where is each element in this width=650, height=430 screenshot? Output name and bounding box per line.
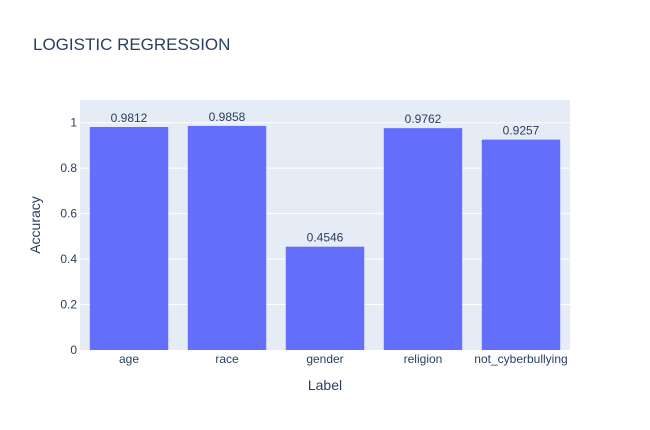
x-tick-label: race [215, 352, 239, 366]
y-axis-title: Accuracy [27, 196, 43, 254]
bar-not-cyberbullying[interactable] [481, 139, 561, 350]
y-axis-ticks: 0 0.2 0.4 0.6 0.8 1 [60, 116, 77, 357]
bars [89, 125, 561, 350]
y-tick-label: 1 [70, 116, 77, 130]
y-tick-label: 0.2 [60, 298, 77, 312]
bar-gender[interactable] [285, 246, 365, 350]
x-tick-label: not_cyberbullying [474, 352, 567, 366]
x-tick-label: gender [306, 352, 343, 366]
data-label: 0.9858 [209, 110, 246, 124]
x-axis-ticks: age race gender religion not_cyberbullying [119, 352, 568, 366]
data-label: 0.9257 [503, 124, 540, 138]
data-labels: 0.9812 0.9858 0.4546 0.9762 0.9257 [111, 110, 540, 245]
bar-race[interactable] [187, 125, 267, 350]
x-tick-label: religion [404, 352, 443, 366]
data-label: 0.9812 [111, 111, 148, 125]
data-label: 0.9762 [405, 112, 442, 126]
y-tick-label: 0.6 [60, 207, 77, 221]
x-tick-label: age [119, 352, 139, 366]
bar-age[interactable] [89, 127, 169, 350]
bar-religion[interactable] [383, 128, 463, 350]
chart-title: LOGISTIC REGRESSION [33, 35, 230, 54]
x-axis-title: Label [308, 377, 342, 393]
y-tick-label: 0.8 [60, 161, 77, 175]
y-tick-label: 0.4 [60, 252, 77, 266]
data-label: 0.4546 [307, 231, 344, 245]
y-tick-label: 0 [70, 343, 77, 357]
